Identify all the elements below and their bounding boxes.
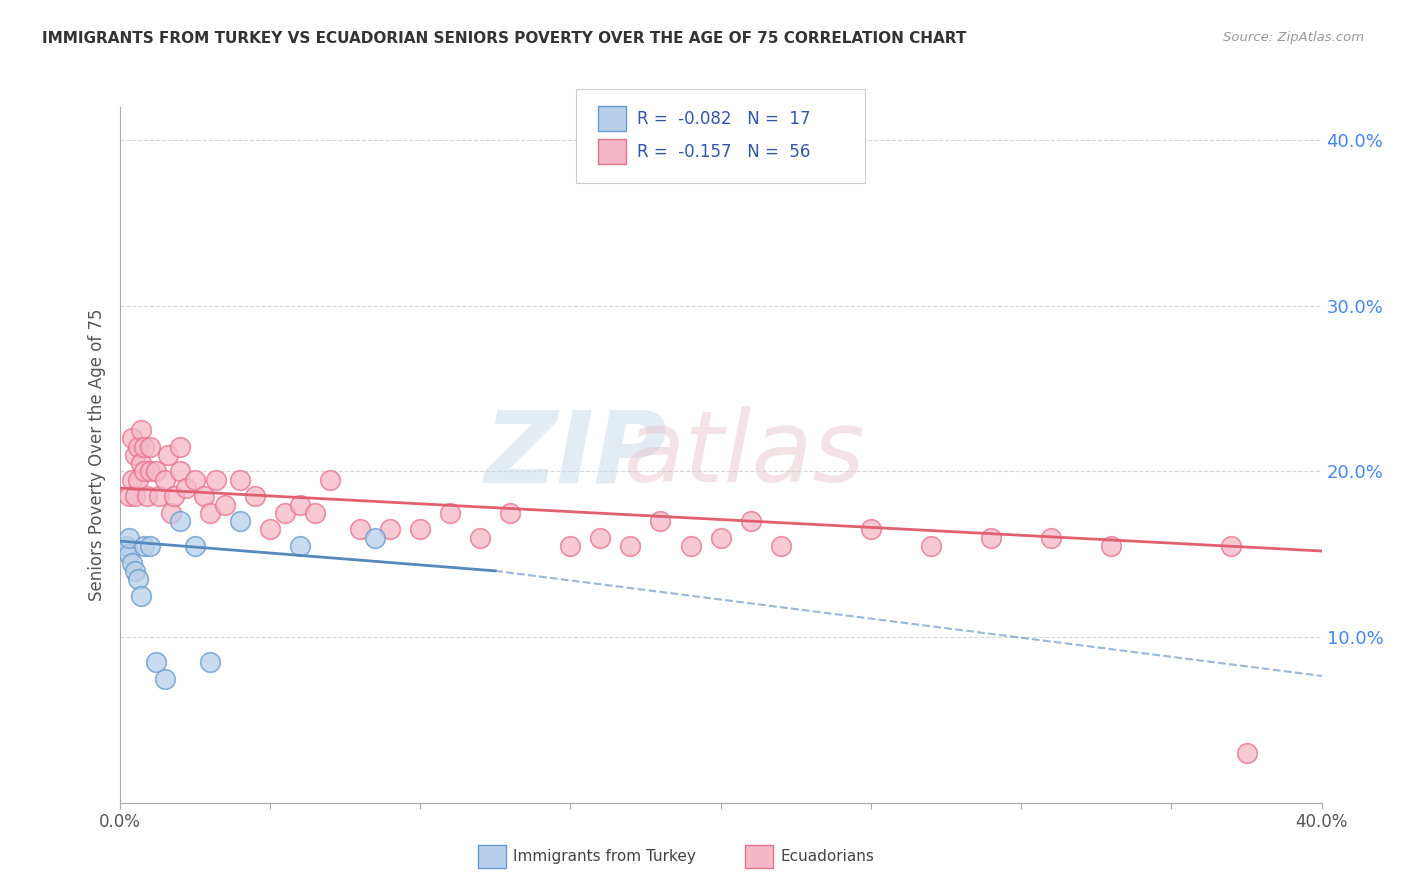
Point <box>129 589 152 603</box>
Point <box>127 572 149 586</box>
Point <box>619 539 641 553</box>
Point <box>114 539 136 553</box>
Point <box>129 456 152 470</box>
Point <box>1040 531 1063 545</box>
Point <box>560 539 582 553</box>
Text: Ecuadorians: Ecuadorians <box>780 849 875 863</box>
Point <box>650 514 672 528</box>
Point <box>228 473 252 487</box>
Point <box>364 531 387 545</box>
Point <box>117 531 139 545</box>
Point <box>159 506 181 520</box>
Point <box>679 539 702 553</box>
Point <box>132 440 155 454</box>
Point <box>198 506 221 520</box>
Point <box>127 473 149 487</box>
Point <box>288 539 311 553</box>
Text: R =  -0.157   N =  56: R = -0.157 N = 56 <box>637 143 810 161</box>
Point <box>121 556 143 570</box>
Point <box>138 440 160 454</box>
Point <box>740 514 762 528</box>
Point <box>378 523 401 537</box>
Point <box>228 514 252 528</box>
Point <box>117 489 139 503</box>
Point <box>124 489 146 503</box>
Point <box>304 506 326 520</box>
Point <box>153 473 176 487</box>
Point <box>169 465 191 479</box>
Point <box>135 489 157 503</box>
Text: IMMIGRANTS FROM TURKEY VS ECUADORIAN SENIORS POVERTY OVER THE AGE OF 75 CORRELAT: IMMIGRANTS FROM TURKEY VS ECUADORIAN SEN… <box>42 31 966 46</box>
Point <box>274 506 297 520</box>
Point <box>183 539 205 553</box>
Point <box>148 489 170 503</box>
Point <box>124 448 146 462</box>
Point <box>769 539 792 553</box>
Point <box>156 448 179 462</box>
Point <box>174 481 197 495</box>
Point <box>709 531 731 545</box>
Text: atlas: atlas <box>624 407 866 503</box>
Point <box>349 523 371 537</box>
Point <box>162 489 184 503</box>
Point <box>169 440 191 454</box>
Point <box>214 498 236 512</box>
Point <box>259 523 281 537</box>
Point <box>409 523 432 537</box>
Point <box>124 564 146 578</box>
Point <box>1220 539 1243 553</box>
Point <box>132 465 155 479</box>
Text: Immigrants from Turkey: Immigrants from Turkey <box>513 849 696 863</box>
Point <box>117 547 139 561</box>
Text: ZIP: ZIP <box>485 407 668 503</box>
Point <box>468 531 492 545</box>
Point <box>132 539 155 553</box>
Point <box>589 531 612 545</box>
Point <box>319 473 342 487</box>
Point <box>169 514 191 528</box>
Y-axis label: Seniors Poverty Over the Age of 75: Seniors Poverty Over the Age of 75 <box>87 309 105 601</box>
Point <box>920 539 942 553</box>
Point <box>193 489 215 503</box>
Point <box>980 531 1002 545</box>
Point <box>145 465 167 479</box>
Point <box>198 655 221 669</box>
Point <box>183 473 205 487</box>
Point <box>121 431 143 445</box>
Point <box>243 489 266 503</box>
Point <box>138 465 160 479</box>
Text: R =  -0.082   N =  17: R = -0.082 N = 17 <box>637 110 810 128</box>
Point <box>859 523 882 537</box>
Point <box>499 506 522 520</box>
Point <box>1236 746 1258 760</box>
Point <box>138 539 160 553</box>
Point <box>145 655 167 669</box>
Point <box>1099 539 1122 553</box>
Point <box>288 498 311 512</box>
Point <box>439 506 461 520</box>
Point <box>127 440 149 454</box>
Point <box>129 423 152 437</box>
Point <box>204 473 226 487</box>
Text: Source: ZipAtlas.com: Source: ZipAtlas.com <box>1223 31 1364 45</box>
Point <box>153 672 176 686</box>
Point <box>121 473 143 487</box>
